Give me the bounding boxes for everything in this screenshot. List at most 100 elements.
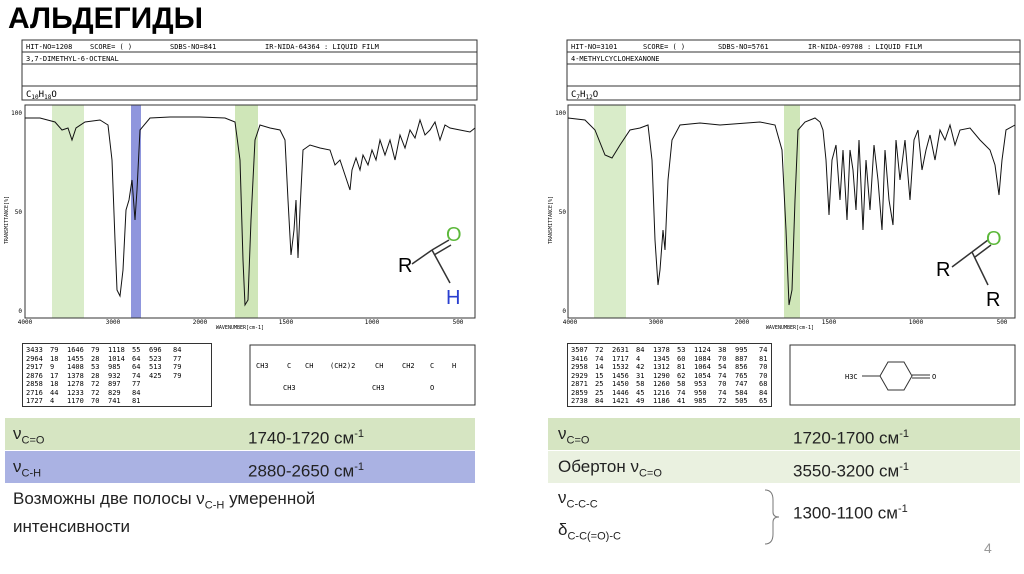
peak-intensity: 54 <box>718 363 727 371</box>
group-line: δC-C(=O)-C <box>558 520 621 542</box>
peak-wavenumber: 1170 <box>67 397 84 405</box>
x-axis-label: WAVENUMBER[cm-1] <box>766 325 814 331</box>
x-tick-label: 4000 <box>18 319 33 326</box>
peak-wavenumber: 3416 <box>571 354 588 363</box>
subscript: C=O <box>21 434 45 447</box>
peak-intensity: 38 <box>718 346 727 354</box>
peak-wavenumber: 1290 <box>653 371 670 380</box>
peak-wavenumber: 950 <box>694 388 707 397</box>
peak-wavenumber: 1260 <box>653 380 670 388</box>
range: 1300-1100 см <box>793 503 898 523</box>
peak-intensity: 77 <box>132 380 141 388</box>
peak-intensity: 60 <box>677 354 686 363</box>
x-tick-label: 1500 <box>822 319 837 326</box>
bond <box>971 251 989 286</box>
left-spectrum: HIT-NO=1208 SCORE= ( ) SDBS-NO=841 IR-NI… <box>4 39 478 406</box>
peak-wavenumber: 2929 <box>571 371 588 380</box>
y-tick-label: 100 <box>11 110 22 117</box>
peak-intensity: 9 <box>50 363 55 371</box>
atom: CH <box>375 362 383 370</box>
y-tick-label: 50 <box>15 209 23 216</box>
formula: C7H12O <box>571 90 598 101</box>
peak-wavenumber: 1450 <box>612 380 629 388</box>
peak-wavenumber: 1064 <box>694 363 711 371</box>
group-r: R <box>398 255 412 277</box>
band-highlight <box>594 105 626 318</box>
score: SCORE= ( ) <box>90 43 132 51</box>
band-highlight <box>52 105 84 318</box>
peak-wavenumber: 1446 <box>612 388 629 397</box>
range: 1740-1720 см <box>248 428 355 448</box>
peak-wavenumber: 3433 <box>26 346 43 354</box>
peak-wavenumber: 2964 <box>26 354 43 363</box>
method: IR-NIDA-09708 : LIQUID FILM <box>808 43 922 51</box>
y-tick-label: 0 <box>562 308 566 315</box>
peak-intensity: 45 <box>636 388 645 397</box>
atom: H <box>452 362 456 370</box>
peak-wavenumber: 747 <box>735 380 748 388</box>
symbol: δ <box>558 520 568 539</box>
peak-intensity: 81 <box>132 397 141 405</box>
x-tick-label: 1000 <box>365 319 380 326</box>
superscript: -1 <box>354 428 364 440</box>
peak-intensity: 55 <box>132 346 141 354</box>
atom: CH3 <box>283 384 296 392</box>
structure-box <box>249 344 476 406</box>
peak-intensity: 74 <box>759 346 768 354</box>
range: 3550-3200 см <box>793 461 900 481</box>
peak-intensity: 79 <box>173 363 182 371</box>
peak-wavenumber: 995 <box>735 346 748 354</box>
y-tick-label: 0 <box>18 308 22 315</box>
subscript: C-H <box>21 467 42 480</box>
bond <box>951 251 973 268</box>
table-row: Обертон νC=O 3550-3200 см-1 <box>548 451 1020 483</box>
atom: O <box>932 373 936 381</box>
band-highlight <box>784 105 800 318</box>
y-axis-label: TRANSMITTANCE[%] <box>4 196 10 244</box>
atom: CH2 <box>402 362 415 370</box>
peak-wavenumber: 887 <box>735 354 748 363</box>
peak-wavenumber: 513 <box>149 363 162 371</box>
symbol: ν <box>13 424 22 443</box>
peak-intensity: 81 <box>759 354 768 363</box>
peak-wavenumber: 1014 <box>108 354 125 363</box>
plot-frame <box>24 104 476 319</box>
peak-intensity: 25 <box>595 388 604 397</box>
peak-intensity: 79 <box>50 346 59 354</box>
peak-wavenumber: 856 <box>735 363 748 371</box>
spectrum-curve <box>567 117 1016 306</box>
peak-wavenumber: 1455 <box>67 354 84 363</box>
peak-intensity: 79 <box>91 346 100 354</box>
header-box <box>566 39 1021 101</box>
hit: HIT-NO=1208 <box>26 43 72 51</box>
peak-intensity: 84 <box>173 346 182 354</box>
group-r: R <box>936 259 950 281</box>
peak-wavenumber: 1118 <box>108 346 125 354</box>
peak-wavenumber: 1312 <box>653 363 670 371</box>
peak-intensity: 4 <box>636 354 641 363</box>
subscript: C=O <box>638 467 662 480</box>
bond <box>431 239 450 251</box>
peak-intensity: 28 <box>91 354 100 363</box>
peak-wavenumber: 765 <box>735 371 748 380</box>
peak-wavenumber: 1421 <box>612 397 629 405</box>
peak-wavenumber: 1186 <box>653 397 670 405</box>
peak-wavenumber: 1646 <box>67 346 84 354</box>
sdbs: SDBS-NO=5761 <box>718 43 769 51</box>
peak-intensity: 70 <box>91 397 100 405</box>
peak-wavenumber: 1345 <box>653 354 670 363</box>
x-axis-label: WAVENUMBER[cm-1] <box>216 325 264 331</box>
peak-wavenumber: 425 <box>149 371 162 380</box>
peak-intensity: 14 <box>595 363 604 371</box>
atom: CH <box>305 362 313 370</box>
sdbs: SDBS-NO=841 <box>170 43 216 51</box>
peak-intensity: 18 <box>50 380 59 388</box>
peak-intensity: 41 <box>677 397 686 405</box>
atom: CH3 <box>372 384 385 392</box>
peak-table: 3507 72 3416 74 2958 14 2929 15 2871 25 2859 25 2738… <box>567 343 772 407</box>
peak-intensity: 70 <box>718 380 727 388</box>
group-line: νC-C-C <box>558 488 598 510</box>
peak-wavenumber: 1278 <box>67 380 84 388</box>
